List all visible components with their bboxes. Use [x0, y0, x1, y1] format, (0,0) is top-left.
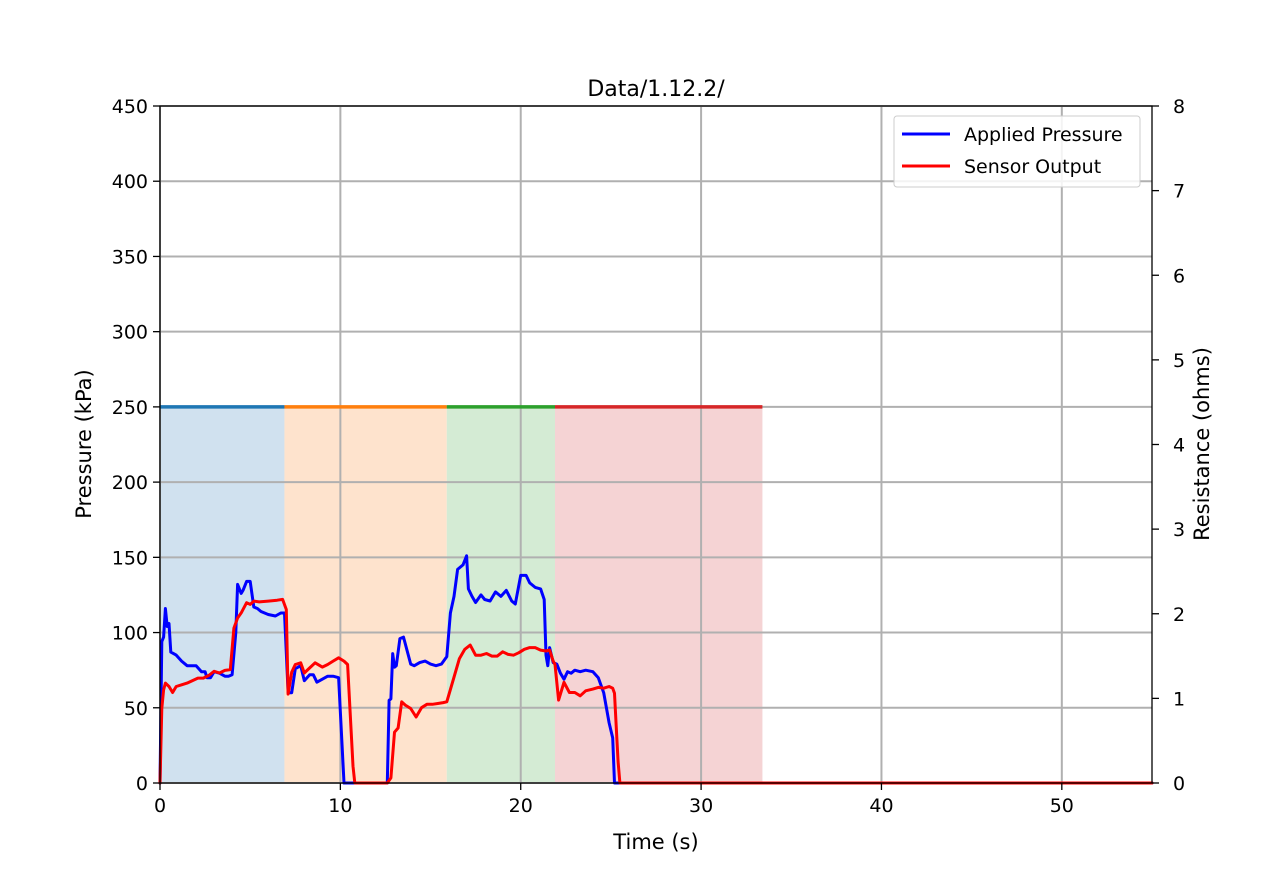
region-fill-1: [160, 406, 285, 783]
y2-tick-label-1: 1: [1173, 688, 1185, 710]
y-tick-label-8: 400: [112, 171, 148, 193]
x-tick-label-1: 10: [328, 795, 352, 817]
y-tick-label-0: 0: [136, 773, 148, 795]
region-fill-2: [284, 406, 447, 783]
x-tick-label-5: 50: [1050, 795, 1074, 817]
x-tick-label-3: 30: [689, 795, 713, 817]
y-tick-label-3: 150: [112, 547, 148, 569]
x-axis-label: Time (s): [612, 830, 698, 854]
y-tick-label-5: 250: [112, 397, 148, 419]
x-tick-label-0: 0: [154, 795, 166, 817]
legend-frame: [893, 115, 1141, 188]
x-tick-label-4: 40: [869, 795, 893, 817]
series-lines: [158, 554, 1154, 785]
y-tick-label-4: 200: [112, 472, 148, 494]
y-tick-label-7: 350: [112, 246, 148, 268]
chart-title: Data/1.12.2/: [587, 77, 725, 102]
y2-tick-label-3: 3: [1173, 519, 1185, 541]
y-tick-label-9: 450: [112, 96, 148, 118]
tick-labels: 0 10 20 30 40 50 0 50 100 150 200 250 300 350 400 450 0 1…: [112, 96, 1185, 817]
legend: Applied Pressure Sensor Output: [893, 115, 1141, 188]
x-tick-label-2: 20: [509, 795, 533, 817]
region-fill-4: [554, 406, 763, 783]
y2-axis-label: Resistance (ohms): [1190, 347, 1214, 541]
y-tick-label-2: 100: [112, 623, 148, 645]
y2-tick-label-0: 0: [1173, 773, 1185, 795]
y2-tick-label-8: 8: [1173, 96, 1185, 118]
legend-label-sensor-output: Sensor Output: [964, 156, 1101, 178]
series-line-sensor-output: [158, 597, 1154, 785]
y2-tick-label-7: 7: [1173, 181, 1185, 203]
y-axis-label: Pressure (kPa): [72, 369, 96, 518]
grid: [159, 105, 1152, 784]
legend-label-applied-pressure: Applied Pressure: [964, 124, 1123, 146]
y2-tick-label-6: 6: [1173, 265, 1185, 287]
y2-tick-label-5: 5: [1173, 350, 1185, 372]
phase-regions: [160, 406, 763, 783]
y-tick-label-1: 50: [124, 698, 148, 720]
y2-tick-label-2: 2: [1173, 604, 1185, 626]
y2-tick-label-4: 4: [1173, 435, 1185, 457]
y-tick-label-6: 300: [112, 322, 148, 344]
